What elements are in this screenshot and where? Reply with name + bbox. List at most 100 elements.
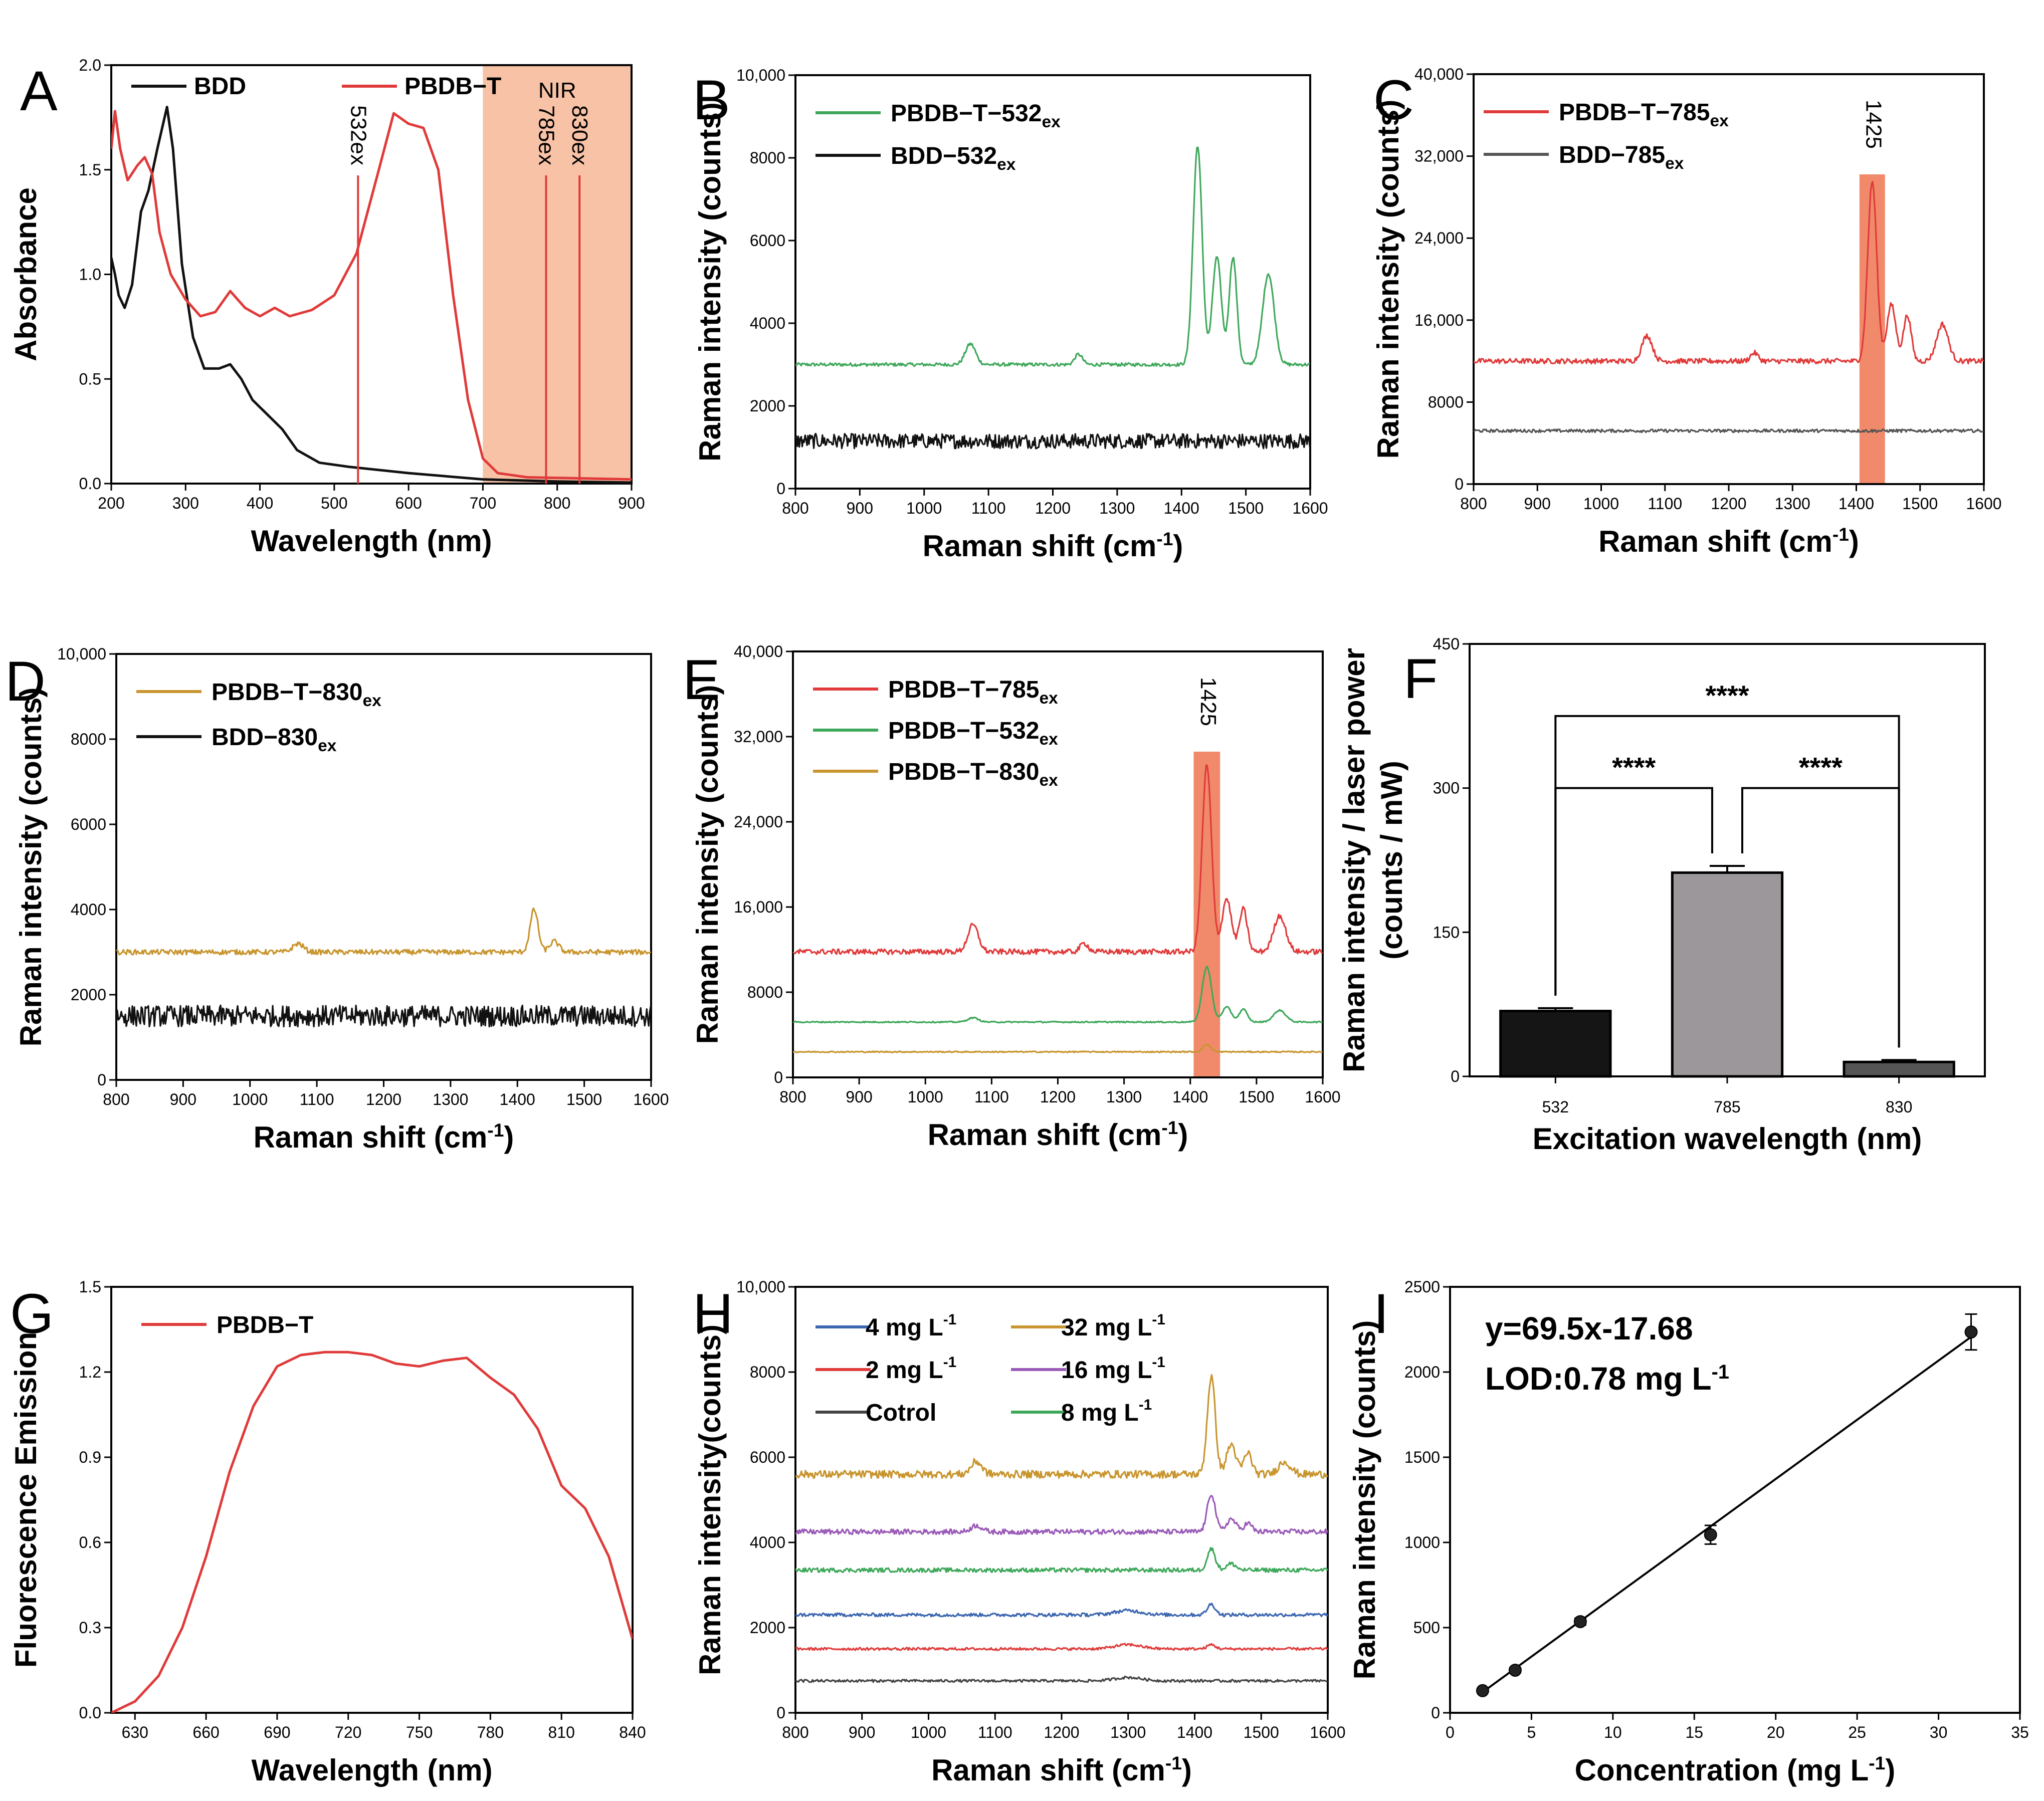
legend-label: PBDB−T−532ex [888, 718, 1058, 749]
y-tick-label: 4000 [71, 901, 106, 919]
x-tick-label: 1200 [366, 1090, 401, 1108]
y-tick-label: 1500 [1404, 1448, 1440, 1466]
x-tick-label: 900 [846, 1088, 872, 1106]
plot-area [1474, 180, 1984, 433]
legend-label-main: PBDB−T [217, 1312, 313, 1338]
legend-label-main: 16 mg L [1061, 1357, 1152, 1384]
x-tick-label: 900 [847, 499, 873, 517]
series-line-0 [795, 146, 1310, 367]
legend-label: BDD−830ex [212, 724, 337, 755]
y-tick-label: 2000 [750, 397, 785, 415]
x-tick-label: 1300 [1106, 1088, 1142, 1106]
x-tick-label: 35 [2011, 1723, 2029, 1741]
x-axis-label-main: Raman shift (cm [1598, 525, 1832, 558]
plot-area [793, 764, 1323, 1053]
x-tick-label: 1600 [633, 1090, 669, 1108]
legend-label: Cotrol [866, 1400, 936, 1426]
legend-label-main: PBDB−T−830 [888, 759, 1039, 785]
y-tick-label: 6000 [71, 815, 106, 833]
x-tick-label: 1500 [1902, 495, 1938, 513]
x-axis-label-end: ) [504, 1120, 514, 1154]
legend-label: PBDB−T−785ex [1559, 99, 1729, 130]
x-tick-label: 1000 [908, 1088, 943, 1106]
x-axis-label-main: Raman shift (cm [931, 1753, 1165, 1787]
x-tick-label: 830 [1886, 1098, 1912, 1116]
y-axis-label: Raman intensity (counts) [693, 102, 727, 462]
legend-label-sub: ex [1039, 689, 1058, 708]
x-axis-label-end: ) [1173, 529, 1183, 563]
y-tick-label: 150 [1433, 923, 1460, 941]
plot-area [795, 146, 1310, 449]
legend-label-sub: ex [1710, 112, 1729, 130]
nir-region [483, 65, 632, 484]
x-tick-label: 785 [1714, 1098, 1740, 1116]
y-tick-label: 10,000 [736, 1278, 785, 1296]
x-tick-label: 1200 [1040, 1088, 1076, 1106]
series-line-1 [116, 1004, 651, 1028]
x-tick-label: 1200 [1044, 1723, 1079, 1741]
legend-label: BDD [194, 73, 246, 100]
lod-label-main: LOD:0.78 mg L [1485, 1361, 1712, 1397]
x-tick-label: 1100 [300, 1090, 334, 1108]
panel-A: A NIR 0.0 0.5 1.0 1.5 2.0 200 300 400 500 600 700 800… [9, 56, 645, 558]
y-tick-label: 2000 [1404, 1363, 1440, 1381]
y-tick-label: 16,000 [1414, 311, 1464, 329]
x-tick-label: 750 [406, 1723, 433, 1741]
x-tick-label: 1500 [1228, 499, 1264, 517]
legend-label-main: 4 mg L [866, 1314, 943, 1341]
panel-B: B 0 2000 4000 6000 8000 10,000 800 900 1000 1100 12… [693, 66, 1328, 563]
x-axis-label-sup: -1 [1165, 1752, 1182, 1773]
lod-label: LOD:0.78 mg L-1 [1485, 1361, 1729, 1397]
x-tick-label: 1100 [1648, 495, 1682, 513]
axes-frame [792, 650, 1324, 1078]
x-axis-label: Excitation wavelength (nm) [1533, 1122, 1922, 1156]
y-tick-label: 0.3 [79, 1619, 101, 1637]
legend-label: 2 mg L-1 [866, 1354, 956, 1384]
x-axis-label: Raman shift (cm-1) [1598, 524, 1859, 558]
legend-label: BDD−785ex [1559, 142, 1684, 173]
y-tick-label: 0.5 [79, 370, 101, 388]
x-tick-label: 1200 [1711, 495, 1746, 513]
panel-letter-E: E [683, 648, 720, 711]
legend-label-sub: ex [1665, 154, 1684, 173]
series-line-0 [795, 1374, 1328, 1479]
x-axis-label-main: Raman shift (cm [928, 1118, 1162, 1152]
y-tick-label: 0 [776, 480, 785, 498]
y-axis-label: Raman intensity(counts) [693, 1324, 727, 1675]
x-tick-label: 600 [395, 494, 422, 512]
legend-label: PBDB−T [217, 1312, 313, 1338]
significance-label: **** [1705, 680, 1749, 711]
y-tick-label: 40,000 [1414, 65, 1464, 83]
x-tick-label: 800 [544, 494, 570, 512]
x-tick-label: 900 [618, 494, 645, 512]
plot-area [116, 907, 651, 1028]
y-tick-label: 1000 [1404, 1533, 1440, 1551]
legend-label: BDD−532ex [891, 143, 1016, 174]
lod-label-sup: -1 [1712, 1361, 1729, 1383]
y-tick-label: 2000 [750, 1619, 785, 1637]
x-tick-label: 1300 [433, 1090, 468, 1108]
x-tick-label: 1600 [1310, 1723, 1345, 1741]
x-tick-label: 1400 [1177, 1723, 1212, 1741]
legend-label-main: 32 mg L [1061, 1314, 1152, 1341]
panel-I: I 0 500 1000 1500 2000 2500 0 5 10 15 20 25 30 35 Conce… [1348, 1278, 2029, 1787]
x-tick-label: 1400 [1164, 499, 1199, 517]
legend-label-main: BDD−785 [1559, 142, 1665, 168]
x-tick-label: 900 [170, 1090, 196, 1108]
y-tick-label: 8000 [750, 149, 785, 167]
x-axis-label-end: ) [1849, 525, 1859, 558]
y-tick-label: 0 [1451, 1067, 1460, 1085]
legend-label: PBDB−T−532ex [891, 100, 1061, 131]
bar-785 [1671, 871, 1784, 1078]
panel-letter-G: G [10, 1282, 54, 1345]
series-line-2 [795, 1547, 1328, 1573]
legend-label-sub: ex [362, 692, 381, 710]
x-tick-label: 1000 [232, 1090, 268, 1108]
y-tick-label: 8000 [750, 1363, 785, 1381]
x-tick-label: 1600 [1966, 495, 2001, 513]
x-tick-label: 800 [103, 1090, 129, 1108]
legend-label-sub: ex [1039, 730, 1058, 749]
data-point [1508, 1664, 1522, 1677]
x-tick-label: 1200 [1035, 499, 1071, 517]
x-tick-label: 500 [321, 494, 347, 512]
